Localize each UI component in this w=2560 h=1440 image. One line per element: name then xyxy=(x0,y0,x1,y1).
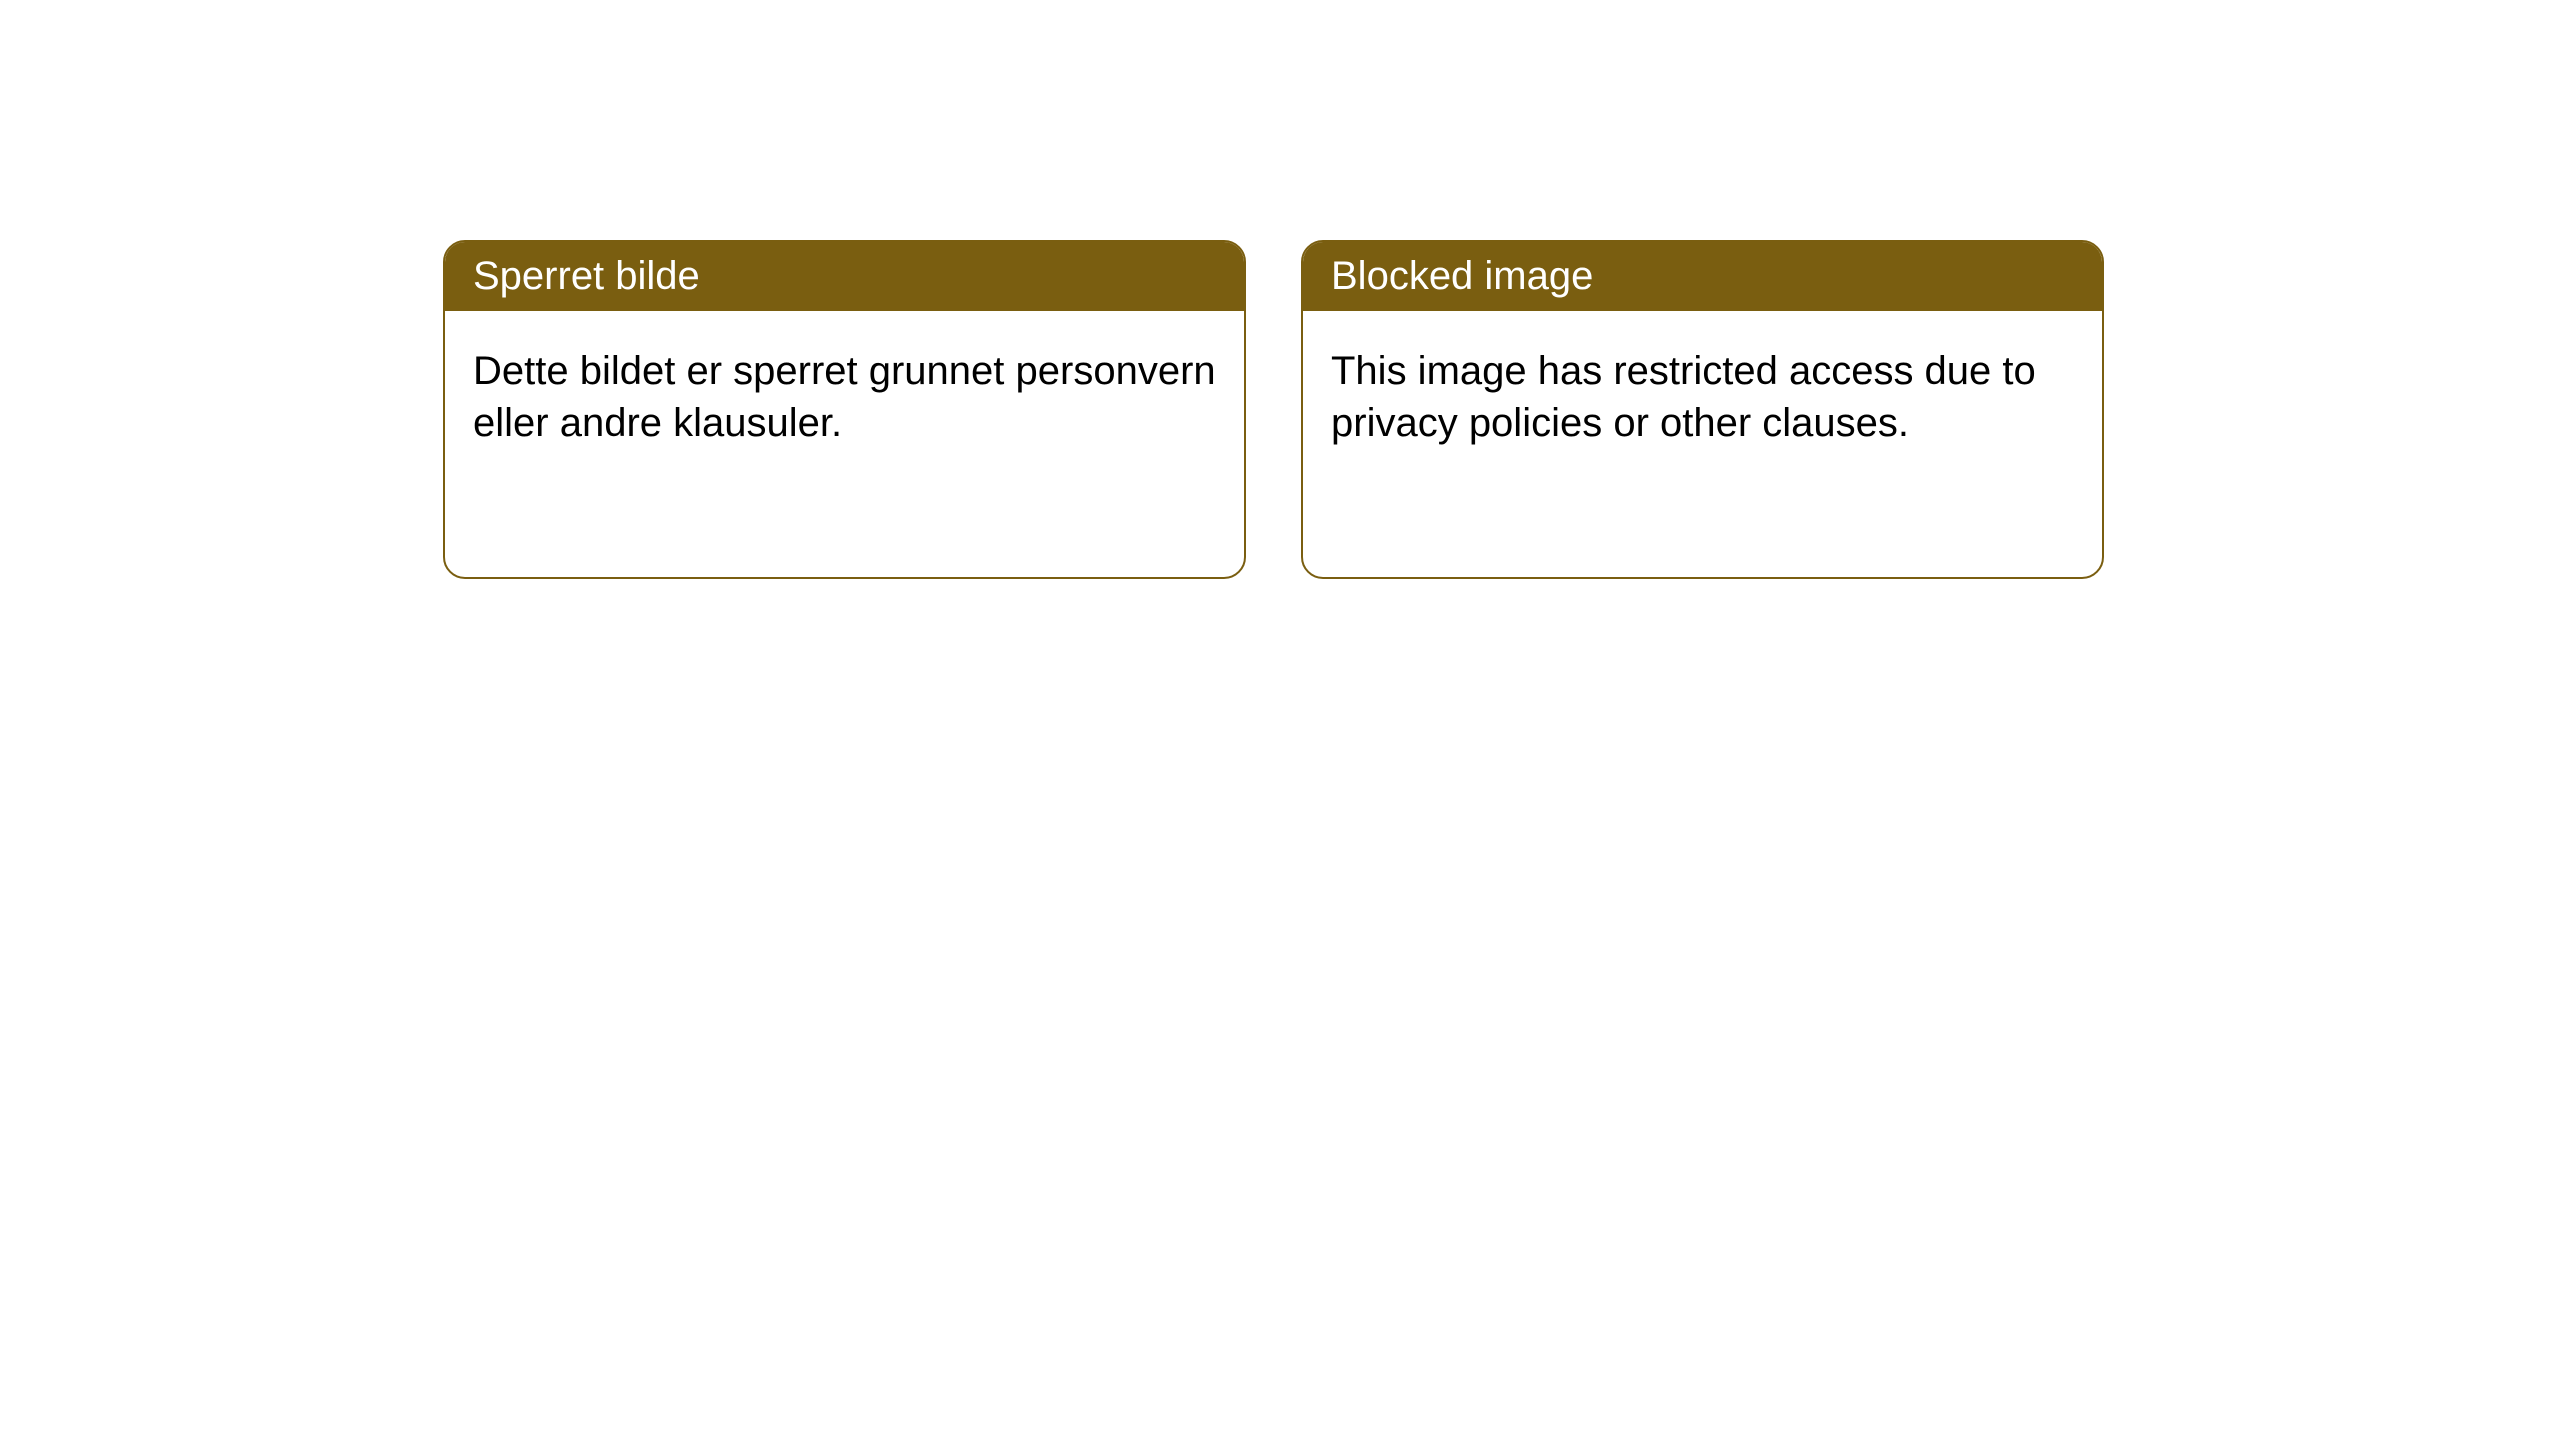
card-body-en: This image has restricted access due to … xyxy=(1303,311,2102,483)
card-header-en: Blocked image xyxy=(1303,242,2102,311)
notice-cards-row: Sperret bilde Dette bildet er sperret gr… xyxy=(0,0,2560,579)
card-header-no: Sperret bilde xyxy=(445,242,1244,311)
card-body-no: Dette bildet er sperret grunnet personve… xyxy=(445,311,1244,483)
blocked-image-card-no: Sperret bilde Dette bildet er sperret gr… xyxy=(443,240,1246,579)
blocked-image-card-en: Blocked image This image has restricted … xyxy=(1301,240,2104,579)
